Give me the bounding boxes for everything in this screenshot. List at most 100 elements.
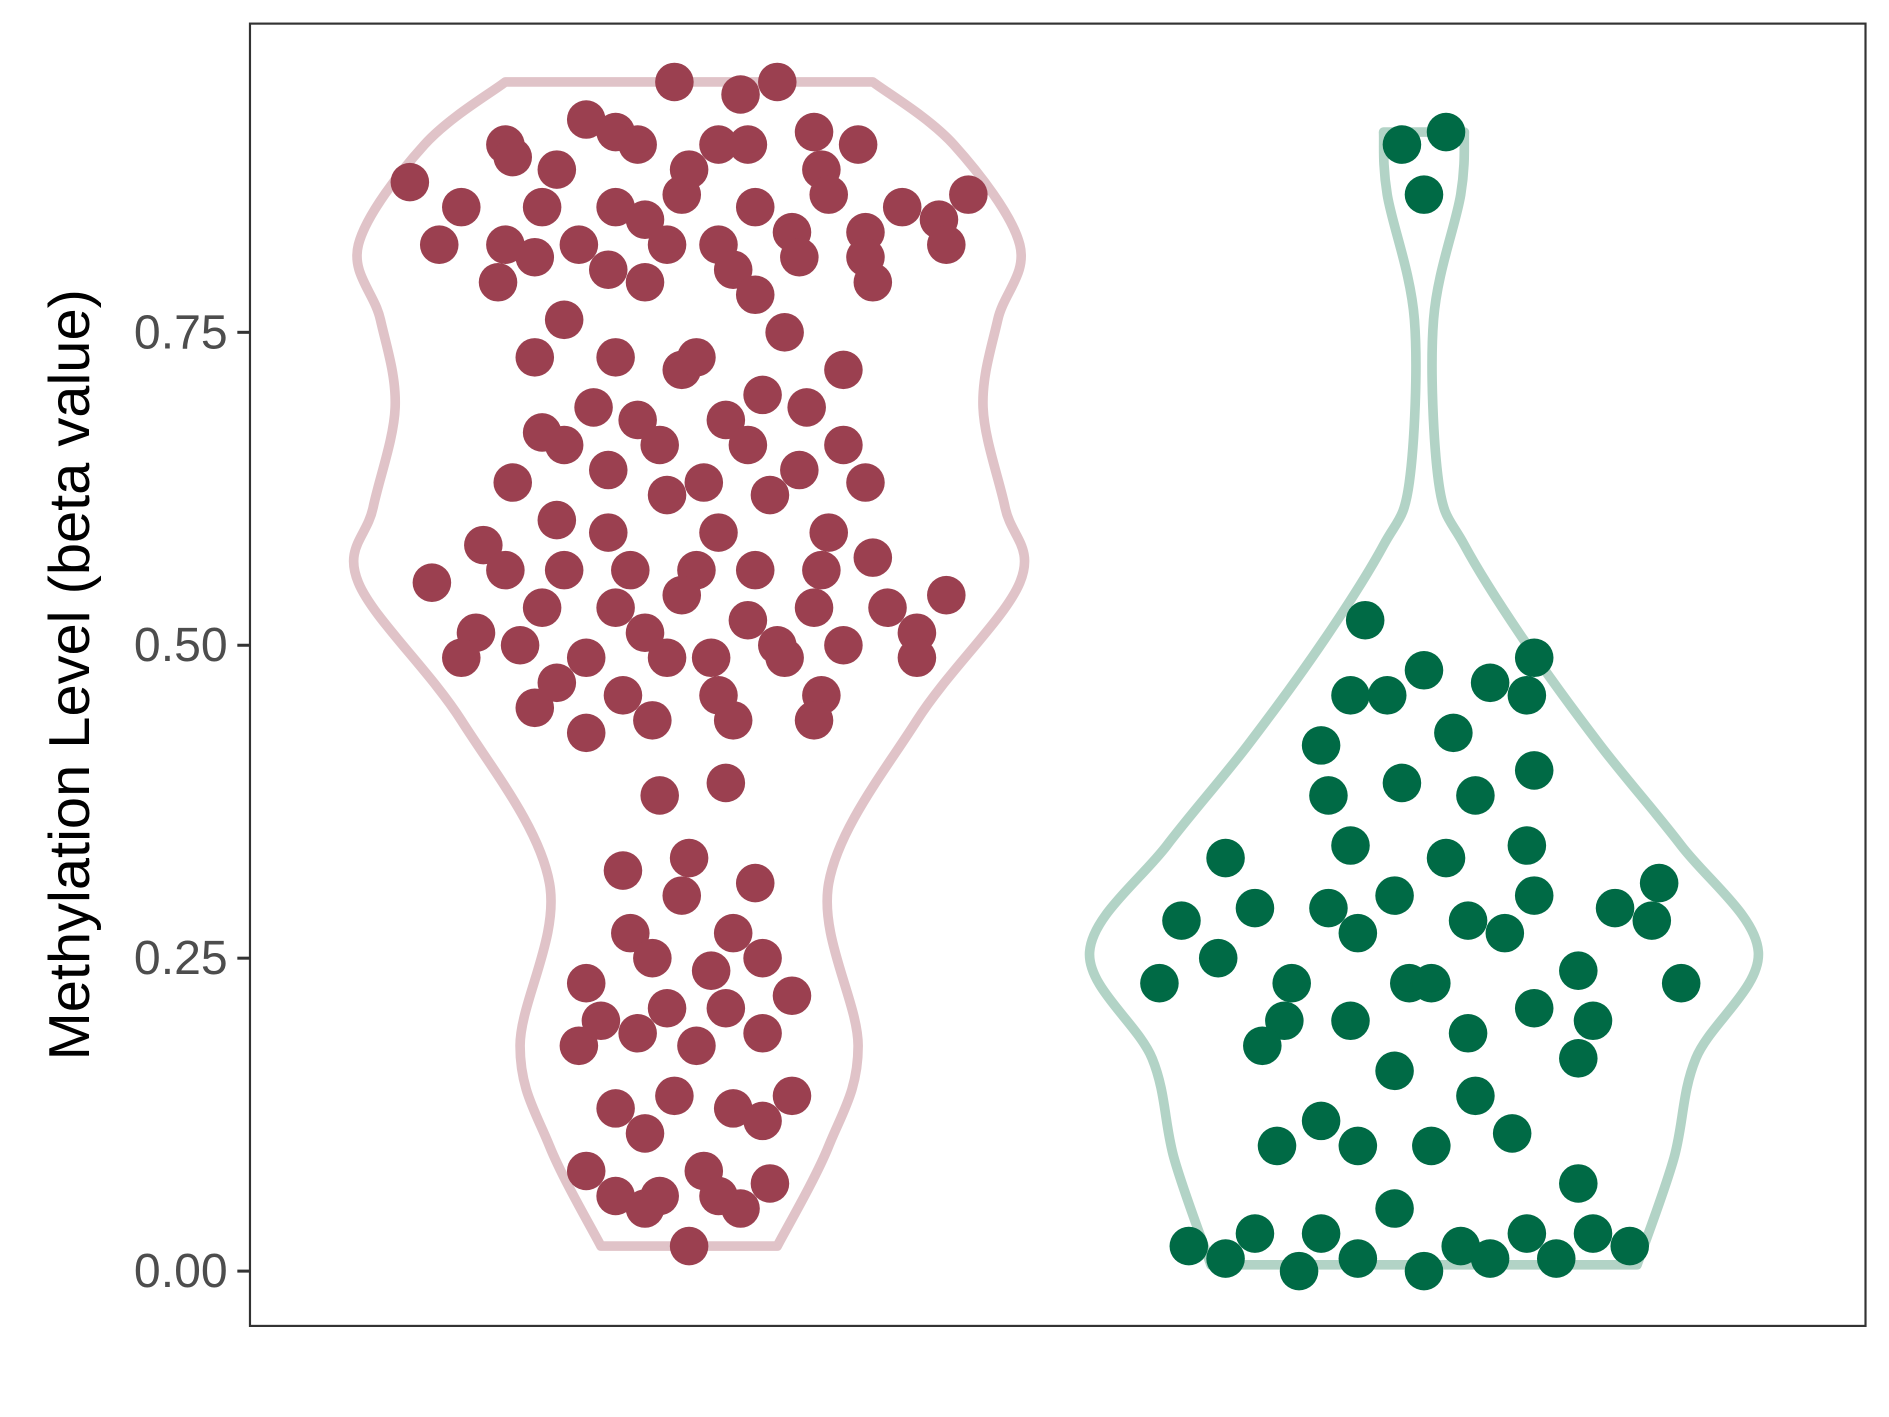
- data-point: [1243, 1026, 1282, 1066]
- data-point: [1367, 676, 1407, 715]
- data-point: [486, 225, 525, 264]
- data-point: [1301, 1101, 1341, 1141]
- data-point: [1404, 651, 1444, 690]
- y-tick: 0.50: [134, 618, 250, 672]
- data-point: [1375, 1189, 1414, 1228]
- data-point: [647, 638, 687, 678]
- y-tick: 0.25: [134, 931, 250, 985]
- data-point: [743, 1101, 782, 1141]
- data-point: [1140, 963, 1179, 1003]
- data-point: [537, 500, 577, 540]
- data-point: [750, 1164, 790, 1203]
- data-point: [515, 338, 555, 377]
- data-point: [640, 776, 679, 815]
- data-point: [596, 588, 635, 627]
- data-point: [669, 838, 709, 878]
- data-point: [713, 913, 753, 953]
- data-point: [1514, 751, 1554, 790]
- data-point: [588, 450, 628, 490]
- y-tick: 0.75: [134, 305, 250, 359]
- data-point: [588, 513, 628, 552]
- data-point: [743, 938, 782, 978]
- data-point: [603, 676, 643, 715]
- data-point: [647, 988, 687, 1028]
- data-point: [640, 1176, 679, 1216]
- data-point: [1309, 776, 1348, 815]
- data-point: [728, 125, 768, 164]
- data-point: [846, 463, 885, 502]
- data-point: [677, 338, 716, 377]
- data-point: [442, 638, 481, 678]
- data-point: [735, 187, 775, 227]
- data-point: [618, 1014, 657, 1053]
- data-point: [1610, 1226, 1650, 1266]
- data-point: [713, 250, 753, 290]
- data-point: [853, 538, 893, 577]
- data-point: [1639, 863, 1679, 903]
- data-point: [1485, 913, 1525, 953]
- data-point: [669, 150, 709, 189]
- data-point: [611, 913, 650, 953]
- data-point: [897, 638, 937, 678]
- data-point: [596, 1176, 635, 1216]
- data-point: [853, 262, 893, 302]
- data-point: [1514, 988, 1554, 1028]
- data-point: [677, 1026, 716, 1066]
- data-point: [1309, 888, 1348, 928]
- y-tick-label: 0.25: [134, 931, 228, 985]
- data-point: [419, 225, 459, 264]
- data-point: [647, 475, 687, 515]
- data-point: [1301, 726, 1341, 765]
- data-point: [787, 388, 826, 427]
- data-point: [1661, 963, 1701, 1003]
- data-point: [780, 237, 819, 277]
- data-point: [662, 575, 702, 615]
- data-point: [868, 588, 907, 627]
- data-point: [1441, 1226, 1480, 1266]
- data-point: [1492, 1114, 1532, 1153]
- data-point: [522, 187, 562, 227]
- data-point: [1272, 963, 1311, 1003]
- data-point: [809, 175, 849, 214]
- data-point: [794, 701, 834, 740]
- data-point: [566, 638, 606, 678]
- data-point: [735, 550, 775, 590]
- data-point: [544, 425, 584, 465]
- data-point: [824, 350, 863, 390]
- data-point: [1331, 826, 1370, 865]
- data-point: [1382, 763, 1422, 803]
- data-point: [1426, 838, 1466, 878]
- data-point: [442, 187, 481, 227]
- data-point: [765, 638, 804, 678]
- data-point: [1514, 876, 1554, 915]
- data-point: [662, 876, 702, 915]
- data-point: [750, 475, 790, 515]
- data-point: [706, 763, 746, 803]
- data-point: [566, 963, 606, 1003]
- data-point: [493, 137, 533, 177]
- data-point: [493, 463, 533, 502]
- data-point: [1470, 663, 1510, 703]
- data-point: [596, 1089, 635, 1128]
- data-point: [794, 112, 834, 152]
- data-point: [713, 701, 753, 740]
- data-point: [1375, 1051, 1414, 1091]
- data-point: [500, 625, 540, 665]
- y-tick-label: 0.50: [134, 618, 228, 672]
- data-point: [625, 1114, 665, 1153]
- data-point: [699, 125, 738, 164]
- data-point: [625, 613, 665, 653]
- data-point: [882, 187, 922, 227]
- data-point: [1331, 676, 1370, 715]
- data-point: [559, 225, 599, 264]
- data-point: [691, 951, 731, 990]
- data-point: [390, 162, 430, 202]
- data-point: [1265, 1001, 1304, 1041]
- data-point: [758, 62, 797, 102]
- data-point: [1559, 1039, 1598, 1078]
- data-point: [1448, 901, 1488, 940]
- data-point: [691, 638, 731, 678]
- data-point: [559, 1026, 599, 1066]
- data-point: [1198, 938, 1238, 978]
- data-point: [603, 851, 643, 890]
